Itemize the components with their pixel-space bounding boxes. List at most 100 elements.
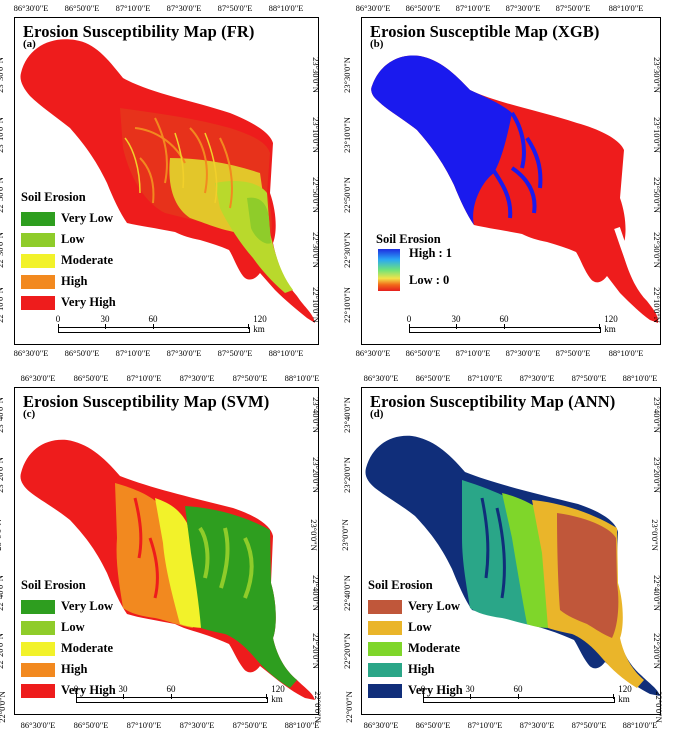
lat-tick: 22°30'0"N bbox=[0, 232, 5, 268]
scale-tick bbox=[266, 694, 267, 699]
lat-tick: 23°30'0"N bbox=[651, 57, 662, 93]
lon-tick: 87°30'0"E bbox=[166, 3, 202, 13]
legend-swatch bbox=[21, 683, 55, 698]
map-title: Erosion Susceptible Map (XGB) bbox=[370, 22, 600, 41]
legend-item: High bbox=[21, 659, 116, 680]
legend-item: High bbox=[21, 271, 116, 292]
map-frame: Erosion Susceptibility Map (FR) (a) Soil… bbox=[14, 17, 319, 345]
legend-label: High bbox=[61, 274, 88, 288]
scale-tick bbox=[153, 324, 154, 329]
lon-tick: 87°10'0"E bbox=[467, 720, 503, 730]
lon-tick: 88°10'0"E bbox=[284, 720, 320, 730]
scale-label: 30 bbox=[100, 314, 110, 324]
lat-tick: 23°0'0"N bbox=[0, 519, 3, 551]
scale-label: 0 bbox=[406, 314, 412, 324]
scale-label: 0 bbox=[55, 314, 61, 324]
lon-tick: 87°30'0"E bbox=[519, 720, 555, 730]
lat-tick: 23°30'0"N bbox=[310, 57, 321, 93]
legend: Soil Erosion Very Low Low Moderate High … bbox=[368, 578, 463, 701]
scale-tick bbox=[248, 324, 249, 329]
scale-tick bbox=[76, 694, 77, 699]
legend-title: Soil Erosion bbox=[21, 578, 86, 592]
lon-tick: 87°10'0"E bbox=[455, 3, 491, 13]
scale-label: 60 bbox=[166, 684, 176, 694]
legend-label: Moderate bbox=[61, 641, 114, 655]
scale-label: 120 km bbox=[271, 684, 285, 704]
scale-tick bbox=[409, 324, 410, 329]
legend-title: Soil Erosion bbox=[368, 578, 433, 592]
legend-label: Low bbox=[61, 232, 85, 246]
legend-item: Very High bbox=[21, 680, 116, 701]
lat-tick: 22°30'0"N bbox=[310, 232, 321, 268]
lat-tick: 23°0'0"N bbox=[649, 519, 660, 551]
lat-tick: 23°40'0"N bbox=[341, 397, 352, 433]
scale-label: 120 km bbox=[253, 314, 267, 334]
legend-swatch bbox=[21, 641, 55, 656]
scale-label: 120 km bbox=[604, 314, 618, 334]
scale-tick bbox=[613, 694, 614, 699]
legend-swatch bbox=[21, 253, 55, 268]
lon-tick: 88°10'0"E bbox=[268, 3, 304, 13]
lat-tick: 22°50'0"N bbox=[0, 177, 5, 213]
lon-tick: 87°30'0"E bbox=[505, 348, 541, 358]
legend-swatch bbox=[368, 662, 402, 677]
scale-bar: 0 30 60 120 km bbox=[73, 684, 285, 708]
lat-tick: 23°0'0"N bbox=[339, 519, 350, 551]
lon-tick: 87°50'0"E bbox=[571, 373, 607, 383]
lon-tick: 86°30'0"E bbox=[355, 3, 391, 13]
lon-tick: 87°10'0"E bbox=[115, 3, 151, 13]
lon-tick: 86°30'0"E bbox=[363, 720, 399, 730]
legend-label: Moderate bbox=[408, 641, 461, 655]
panel-letter: (c) bbox=[23, 408, 36, 420]
legend-item: Moderate bbox=[368, 638, 463, 659]
legend-item: Very Low bbox=[368, 596, 463, 617]
lon-tick: 87°50'0"E bbox=[555, 3, 591, 13]
legend-item: Very High bbox=[368, 680, 463, 701]
lon-tick: 86°50'0"E bbox=[405, 348, 441, 358]
lon-tick: 87°30'0"E bbox=[505, 3, 541, 13]
lon-tick: 88°10'0"E bbox=[608, 3, 644, 13]
scale-bar: 0 30 60 120 km bbox=[406, 314, 618, 338]
map-svg bbox=[371, 55, 659, 323]
legend-item: Low bbox=[21, 617, 116, 638]
scale-tick bbox=[504, 324, 505, 329]
legend-label: Moderate bbox=[61, 253, 114, 267]
map-panel-fr: 86°30'0"E 86°50'0"E 87°10'0"E 87°30'0"E … bbox=[0, 0, 342, 368]
scale-bar: 0 30 60 120 km bbox=[55, 314, 267, 338]
lon-tick: 86°30'0"E bbox=[20, 720, 56, 730]
map-panel-svm: 86°30'0"E 86°50'0"E 87°10'0"E 87°30'0"E … bbox=[0, 370, 342, 737]
lat-tick: 23°20'0"N bbox=[310, 457, 321, 493]
legend-label: Low bbox=[61, 620, 85, 634]
scale-tick bbox=[470, 694, 471, 699]
lat-tick: 22°0'0"N bbox=[343, 691, 354, 723]
scale-label: 60 bbox=[499, 314, 509, 324]
lon-tick: 87°10'0"E bbox=[126, 373, 162, 383]
lat-tick: 22°0'0"N bbox=[312, 691, 323, 723]
lat-tick: 22°50'0"N bbox=[341, 177, 352, 213]
lat-tick: 23°30'0"N bbox=[341, 57, 352, 93]
lat-tick: 22°10'0"N bbox=[651, 287, 662, 323]
lat-tick: 22°20'0"N bbox=[0, 633, 5, 669]
map-frame: Erosion Susceptibility Map (SVM) (c) Soi… bbox=[14, 387, 319, 715]
legend-swatch bbox=[368, 641, 402, 656]
lat-tick: 22°40'0"N bbox=[651, 575, 662, 611]
lon-tick: 86°30'0"E bbox=[20, 373, 56, 383]
scale-tick bbox=[599, 324, 600, 329]
legend-label: Very Low bbox=[408, 599, 460, 613]
map-panel-xgb: 86°30'0"E 86°50'0"E 87°10'0"E 87°30'0"E … bbox=[341, 0, 685, 368]
lat-tick: 23°40'0"N bbox=[310, 397, 321, 433]
legend-swatch bbox=[21, 295, 55, 310]
lat-tick: 22°0'0"N bbox=[653, 691, 664, 723]
lon-tick: 86°30'0"E bbox=[13, 3, 49, 13]
scale-bar: 0 30 60 120 km bbox=[420, 684, 632, 708]
lat-tick: 23°0'0"N bbox=[308, 519, 319, 551]
legend-swatch bbox=[21, 232, 55, 247]
scale-label: 120 km bbox=[618, 684, 632, 704]
lon-tick: 88°10'0"E bbox=[622, 373, 658, 383]
legend-swatch bbox=[368, 683, 402, 698]
lat-tick: 22°20'0"N bbox=[310, 633, 321, 669]
lat-tick: 22°30'0"N bbox=[341, 232, 352, 268]
lat-tick: 23°20'0"N bbox=[0, 457, 5, 493]
legend-item: Very Low bbox=[21, 208, 116, 229]
legend-item: Moderate bbox=[21, 638, 116, 659]
